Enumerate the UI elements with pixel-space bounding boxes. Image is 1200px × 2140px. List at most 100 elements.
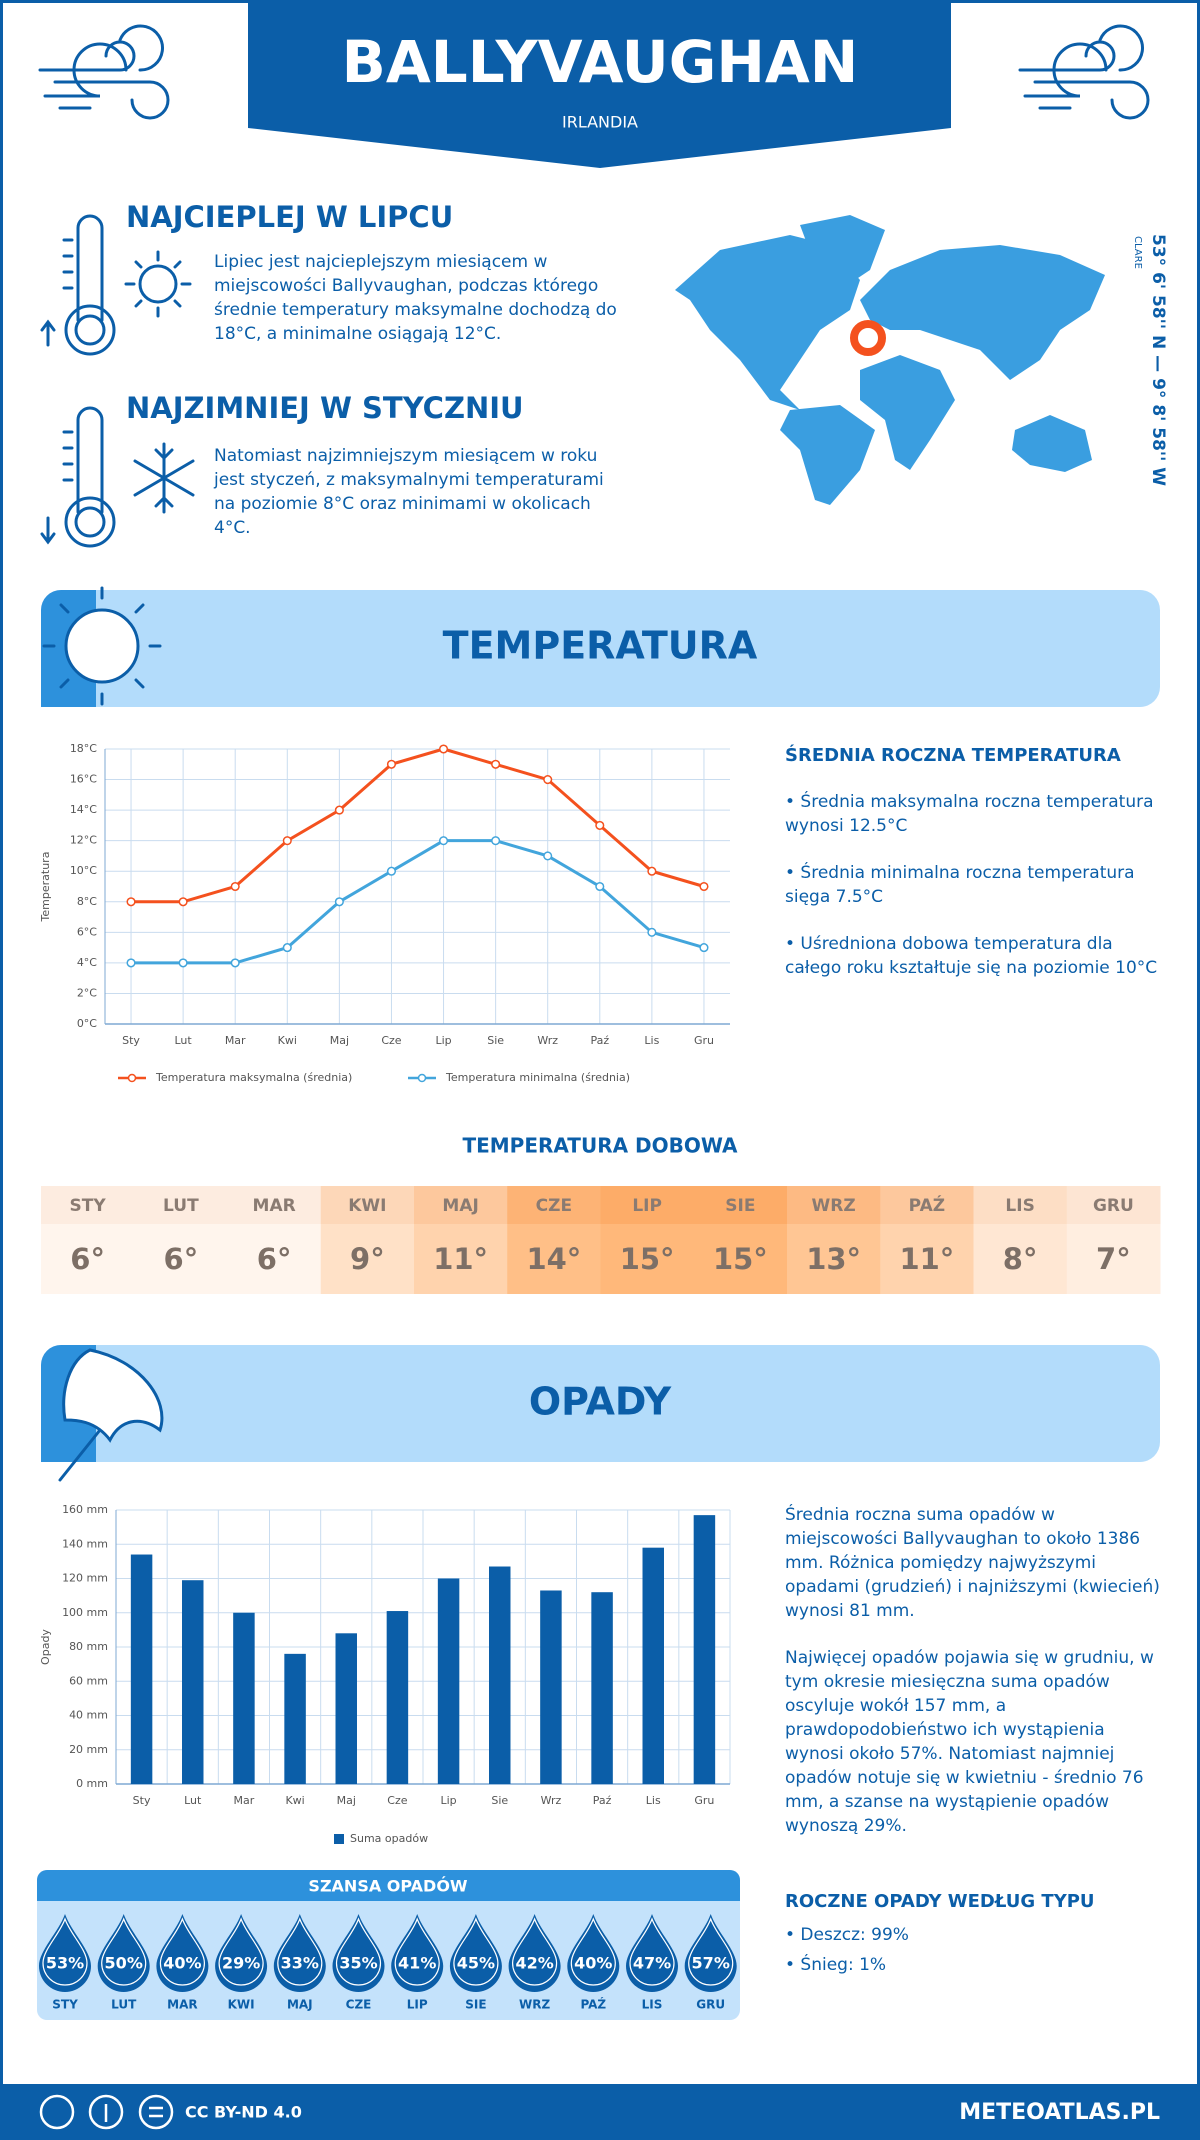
month-cell — [320, 1186, 415, 1224]
rain-drop — [215, 1914, 268, 1992]
month-cell — [693, 1186, 788, 1224]
y-tick-label: 4°C — [77, 956, 97, 969]
rain-drop-inner — [101, 1917, 147, 1986]
bar — [693, 1515, 716, 1784]
bar — [130, 1554, 153, 1784]
chance-label: 40% — [574, 1954, 612, 1973]
type-title: ROCZNE OPADY WEDŁUG TYPU — [785, 1891, 1095, 1912]
y-tick-label: 2°C — [77, 986, 97, 999]
legend-swatch — [334, 1834, 344, 1844]
point — [334, 897, 344, 907]
type-item: • Śnieg: 1% — [785, 1953, 886, 1975]
temp-cell — [320, 1224, 415, 1294]
chance-month: GRU — [696, 1998, 725, 2012]
rain-drop-inner — [394, 1917, 440, 1986]
chance-month: LUT — [111, 1998, 137, 2012]
point — [386, 866, 397, 876]
month-label: PAŹ — [909, 1194, 945, 1216]
y-axis-label: Temperatura — [39, 852, 52, 923]
site-name[interactable]: METEOATLAS.PL — [959, 2100, 1160, 2125]
y-tick-label: 10°C — [70, 864, 97, 877]
temp-label: 9° — [350, 1242, 385, 1276]
month-label: LIS — [1005, 1196, 1034, 1216]
temp-label: 15° — [713, 1242, 768, 1276]
x-tick-label: Lis — [644, 1034, 659, 1047]
rain-drop-inner — [688, 1917, 734, 1986]
y-tick-label: 20 mm — [69, 1743, 108, 1756]
y-tick-label: 8°C — [77, 895, 97, 908]
x-tick-label: Sie — [491, 1794, 508, 1807]
temp-label: 6° — [164, 1242, 199, 1276]
point — [386, 759, 397, 769]
month-label: MAR — [253, 1196, 296, 1216]
x-tick-label: Lip — [440, 1794, 456, 1807]
bar — [489, 1566, 511, 1784]
temp-label: 14° — [526, 1242, 581, 1276]
temp-cell — [414, 1224, 508, 1294]
chance-label: 35% — [339, 1954, 377, 1973]
rain-drop — [273, 1914, 326, 1992]
x-tick-label: Kwi — [278, 1034, 297, 1047]
month-cell — [880, 1186, 974, 1224]
legend-label: Temperatura minimalna (średnia) — [445, 1071, 630, 1084]
y-tick-label: 80 mm — [69, 1640, 108, 1653]
month-label: CZE — [536, 1196, 572, 1216]
month-cell — [600, 1186, 695, 1224]
x-tick-label: Maj — [337, 1794, 356, 1807]
y-tick-label: 40 mm — [69, 1709, 108, 1722]
month-cell — [41, 1186, 135, 1224]
rain-drop — [626, 1914, 678, 1992]
region: CLARE — [1132, 236, 1143, 269]
precip-paragraph: Średnia roczna suma opadów w miejscowośc… — [785, 1505, 1160, 1621]
y-tick-label: 100 mm — [62, 1606, 108, 1619]
point — [438, 744, 449, 754]
x-tick-label: Lip — [435, 1034, 451, 1047]
rain-drop — [332, 1914, 385, 1992]
temp-cell — [1066, 1224, 1161, 1294]
point — [230, 958, 240, 968]
location-marker — [850, 320, 886, 356]
chance-title: SZANSA OPADÓW — [308, 1877, 468, 1896]
bar — [437, 1578, 460, 1784]
precip-paragraph: Najwięcej opadów pojawia się w grudniu, … — [785, 1648, 1154, 1836]
point — [699, 881, 709, 892]
header-banner — [248, 0, 951, 168]
month-cell — [1066, 1186, 1161, 1224]
rain-drop-inner — [277, 1917, 323, 1986]
bar — [233, 1612, 255, 1784]
y-tick-label: 6°C — [77, 925, 97, 938]
month-label: STY — [70, 1196, 107, 1216]
wind-icon — [38, 24, 170, 120]
x-tick-label: Wrz — [541, 1794, 562, 1807]
rain-drop-inner — [159, 1917, 206, 1986]
y-tick-label: 12°C — [70, 834, 97, 847]
rain-drop-inner — [453, 1917, 499, 1986]
rain-drop-inner — [570, 1917, 616, 1986]
city-title: BALLYVAUGHAN — [342, 28, 859, 96]
temp-label: 15° — [620, 1242, 675, 1276]
temp-cell — [787, 1224, 881, 1294]
y-tick-label: 160 mm — [62, 1503, 108, 1516]
warm-icon — [40, 214, 192, 356]
chance-month: MAR — [167, 1998, 197, 2012]
point — [126, 897, 136, 907]
chance-month: KWI — [228, 1998, 255, 2012]
x-tick-label: Cze — [381, 1034, 401, 1047]
temp-label: 6° — [257, 1242, 292, 1276]
chance-label: 45% — [457, 1954, 495, 1973]
y-tick-label: 0°C — [77, 1017, 97, 1030]
bar — [591, 1592, 613, 1784]
section-title: TEMPERATURA — [443, 624, 758, 668]
section-banner — [41, 1345, 1160, 1462]
temp-cell — [600, 1224, 695, 1294]
x-tick-label: Sty — [133, 1794, 151, 1807]
y-tick-label: 18°C — [70, 742, 97, 755]
chance-month: SIE — [465, 1998, 486, 2012]
summary-item: • Średnia maksymalna roczna temperatura … — [785, 792, 1154, 836]
x-tick-label: Lut — [175, 1034, 193, 1047]
x-tick-label: Lis — [646, 1794, 661, 1807]
world-map — [675, 215, 1105, 505]
month-cell — [227, 1186, 322, 1224]
chance-label: 57% — [692, 1954, 730, 1973]
